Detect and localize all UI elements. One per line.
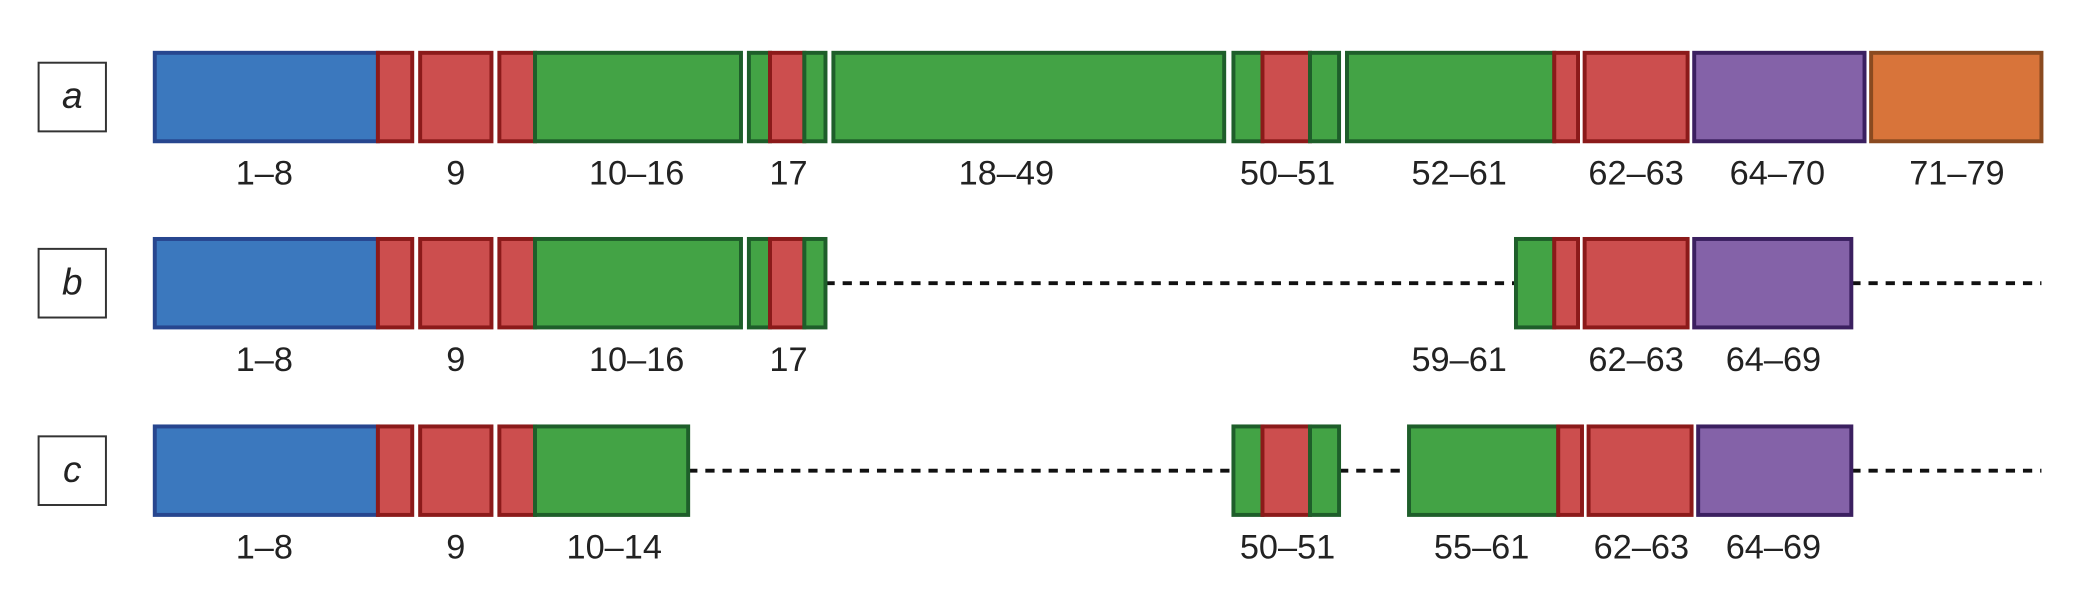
exon-label: 1–8: [236, 155, 293, 193]
exon-label: 59–61: [1411, 341, 1506, 379]
exon-block: [1231, 50, 1265, 144]
exon-label: 9: [446, 341, 465, 379]
exon-block: [152, 236, 380, 330]
exon-block: [152, 424, 380, 517]
exon-block: [1696, 424, 1854, 517]
exon-label: 71–79: [1909, 155, 2004, 193]
exon-block: [375, 236, 415, 330]
exon-block: [746, 236, 773, 330]
exon-label: 52–61: [1411, 155, 1506, 193]
exon-label: 9: [446, 528, 465, 566]
exon-label: 10–16: [589, 341, 684, 379]
exon-block: [533, 50, 743, 144]
exon-block: [497, 50, 537, 144]
exon-block: [418, 50, 494, 144]
row-label: c: [63, 449, 82, 490]
exon-block: [1308, 424, 1342, 517]
exon-block: [497, 236, 537, 330]
exon-block: [802, 50, 828, 144]
exon-label: 62–63: [1588, 155, 1683, 193]
row-label-box: [37, 435, 107, 506]
exon-label: 55–61: [1434, 528, 1529, 566]
exon-block: [1586, 424, 1694, 517]
exon-block: [1407, 424, 1561, 517]
exon-block: [1513, 236, 1557, 330]
exon-block: [533, 424, 691, 517]
exon-block: [418, 424, 494, 517]
exon-label: 64–69: [1726, 528, 1821, 566]
row-label: a: [62, 75, 83, 116]
exon-block: [1582, 236, 1690, 330]
exon-block: [1308, 50, 1342, 144]
exon-block: [1692, 50, 1867, 144]
exon-label: 18–49: [959, 155, 1054, 193]
exon-label: 62–63: [1594, 528, 1689, 566]
exon-block: [1345, 50, 1557, 144]
exon-block: [768, 236, 807, 330]
exon-block: [375, 50, 415, 144]
exon-block: [802, 236, 828, 330]
exon-label: 10–16: [589, 155, 684, 193]
exon-label: 1–8: [236, 528, 293, 566]
exon-label: 64–69: [1726, 341, 1821, 379]
exon-block: [1582, 50, 1690, 144]
exon-label: 50–51: [1240, 155, 1335, 193]
row-label-box: [37, 247, 107, 319]
exon-block: [831, 50, 1227, 144]
exon-label: 50–51: [1240, 528, 1335, 566]
exon-block: [497, 424, 537, 517]
row-label-box: [37, 61, 107, 133]
exon-block: [1556, 424, 1584, 517]
exon-label: 17: [769, 155, 807, 193]
exon-label: 10–14: [567, 528, 662, 566]
exon-label: 17: [769, 341, 807, 379]
exon-block: [375, 424, 415, 517]
exon-block: [152, 50, 380, 144]
exon-block: [1869, 50, 2044, 144]
exon-block: [768, 50, 807, 144]
exon-label: 9: [446, 155, 465, 193]
exon-block: [1231, 424, 1265, 517]
exon-block: [1692, 236, 1854, 330]
exon-block: [418, 236, 494, 330]
exon-label: 64–70: [1730, 155, 1825, 193]
exon-block: [1552, 50, 1581, 144]
exon-block: [746, 50, 773, 144]
exon-label: 62–63: [1588, 341, 1683, 379]
exon-block: [1260, 50, 1312, 144]
exon-block: [533, 236, 743, 330]
exon-label: 1–8: [236, 341, 293, 379]
exon-block: [1260, 424, 1312, 517]
row-label: b: [62, 261, 83, 302]
exon-block: [1552, 236, 1581, 330]
